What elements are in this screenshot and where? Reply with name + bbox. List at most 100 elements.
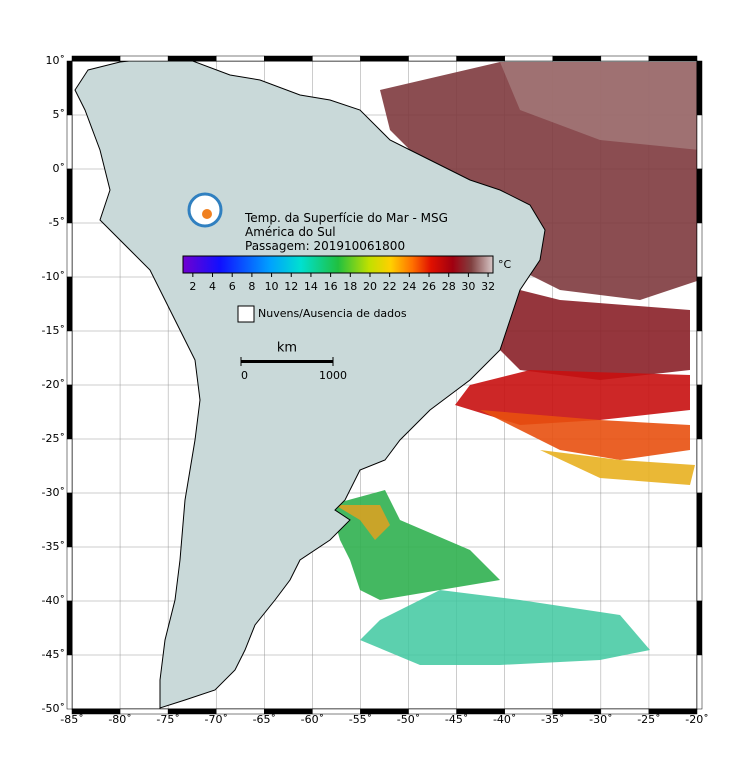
frame-segment (696, 492, 703, 548)
sst-patch (335, 505, 390, 540)
frame-segment (215, 55, 265, 62)
frame-segment (66, 222, 73, 278)
frame-segment (66, 60, 73, 116)
colorbar-label: 24 (402, 280, 416, 293)
x-tick-label: -55˚ (349, 713, 372, 726)
x-tick-label: -70˚ (204, 713, 227, 726)
frame-segment (696, 330, 703, 386)
frame-segment (696, 222, 703, 278)
x-tick-label: -30˚ (589, 713, 612, 726)
x-tick-label: -40˚ (493, 713, 516, 726)
colorbar-label: 2 (189, 280, 196, 293)
frame-segment (119, 55, 169, 62)
y-tick-label: 5˚ (53, 108, 66, 121)
frame-segment (696, 60, 703, 116)
y-tick-label: 10˚ (46, 54, 66, 67)
scale-title: km (277, 341, 297, 356)
title-line: América do Sul (245, 225, 336, 239)
colorbar-label: 20 (363, 280, 377, 293)
frame-segment (167, 55, 217, 62)
colorbar-label: 4 (209, 280, 216, 293)
frame-segment (66, 168, 73, 224)
colorbar-label: 26 (422, 280, 436, 293)
x-tick-label: -65˚ (253, 713, 276, 726)
scale-bar (241, 360, 333, 363)
sst-patch (500, 62, 697, 150)
sst-patch (480, 410, 690, 460)
frame-segment (360, 55, 409, 62)
x-tick-label: -20˚ (685, 713, 708, 726)
frame-segment (66, 276, 73, 332)
frame-segment (696, 276, 703, 332)
frame-segment (312, 55, 361, 62)
x-tick-label: -50˚ (397, 713, 420, 726)
frame-segment (66, 654, 73, 710)
frame-segment (456, 55, 505, 62)
colorbar-label: 30 (461, 280, 475, 293)
y-tick-label: -20˚ (42, 378, 65, 391)
colorbar-label: 22 (383, 280, 397, 293)
y-tick-label: -30˚ (42, 486, 65, 499)
frame-segment (66, 492, 73, 548)
frame-segment (66, 600, 73, 656)
colorbar-label: 16 (324, 280, 338, 293)
frame-segment (66, 384, 73, 440)
frame-ticks (66, 55, 703, 715)
frame-segment (552, 55, 602, 62)
sst-patch (500, 290, 690, 380)
frame-segment (648, 55, 698, 62)
frame-segment (66, 114, 73, 170)
logo (187, 192, 223, 228)
title-line: Passagem: 201910061800 (245, 239, 405, 253)
x-tick-label: -35˚ (541, 713, 564, 726)
y-tick-label: -50˚ (42, 702, 65, 715)
legend-label: Nuvens/Ausencia de dados (258, 307, 407, 320)
x-tick-label: -75˚ (156, 713, 179, 726)
colorbar-unit: °C (498, 258, 512, 271)
frame-segment (696, 546, 703, 602)
colorbar-label: 28 (442, 280, 456, 293)
frame-segment (696, 600, 703, 656)
y-tick-label: -40˚ (42, 594, 65, 607)
colorbar (182, 255, 494, 274)
scale-label: 0 (241, 369, 248, 382)
y-tick-label: -35˚ (42, 540, 65, 553)
colorbar-label: 14 (304, 280, 318, 293)
frame-segment (71, 55, 121, 62)
south-america (74, 61, 546, 709)
x-tick-label: -85˚ (60, 713, 83, 726)
frame-segment (600, 55, 650, 62)
frame-segment (696, 114, 703, 170)
scale-label: 1000 (319, 369, 347, 382)
frame-segment (66, 546, 73, 602)
frame-segment (66, 438, 73, 494)
frame-segment (504, 55, 554, 62)
y-tick-label: -5˚ (49, 216, 65, 229)
frame-segment (696, 654, 703, 710)
y-tick-label: -45˚ (42, 648, 65, 661)
y-tick-label: -15˚ (42, 324, 65, 337)
sst-layer (330, 62, 697, 665)
frame-segment (696, 438, 703, 494)
x-tick-label: -45˚ (445, 713, 468, 726)
frame-segment (264, 55, 313, 62)
y-tick-label: 0˚ (53, 162, 66, 175)
colorbar-label: 32 (481, 280, 495, 293)
x-tick-label: -80˚ (108, 713, 131, 726)
sst-patch (360, 590, 650, 665)
title-line: Temp. da Superfície do Mar - MSG (244, 211, 448, 225)
colorbar-label: 10 (265, 280, 279, 293)
colorbar-label: 12 (284, 280, 298, 293)
legend-swatch (237, 305, 255, 323)
x-tick-label: -60˚ (301, 713, 324, 726)
colorbar-label: 18 (343, 280, 357, 293)
frame-segment (696, 384, 703, 440)
y-tick-label: -10˚ (42, 270, 65, 283)
frame-segment (66, 330, 73, 386)
frame-segment (696, 168, 703, 224)
x-tick-label: -25˚ (637, 713, 660, 726)
y-tick-label: -25˚ (42, 432, 65, 445)
sst-patch (455, 370, 690, 425)
sst-patch (540, 450, 695, 485)
